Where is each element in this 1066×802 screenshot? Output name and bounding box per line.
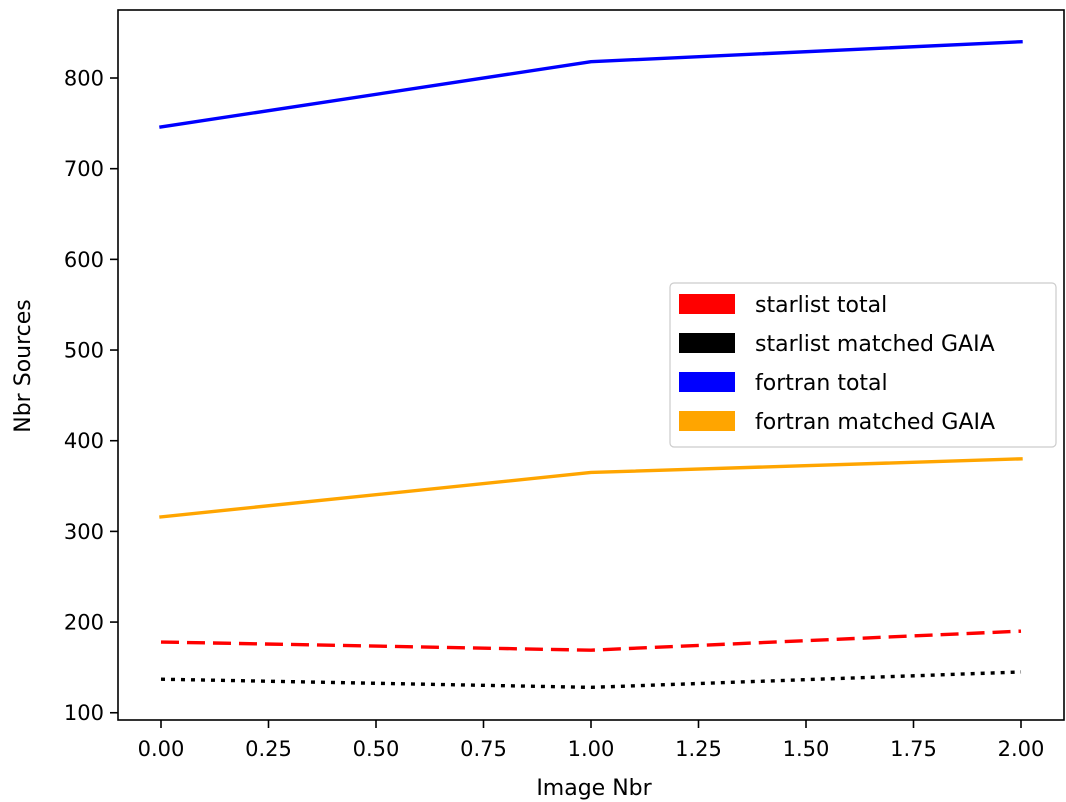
y-tick-label: 300 bbox=[64, 520, 104, 544]
x-tick-label: 1.00 bbox=[568, 737, 615, 761]
series-line-0 bbox=[160, 629, 1022, 652]
legend-frame bbox=[669, 282, 1057, 448]
x-tick-label: 0.75 bbox=[460, 737, 507, 761]
y-tick-label: 400 bbox=[64, 429, 104, 453]
legend-label-3: fortran matched GAIA bbox=[755, 410, 995, 435]
x-tick-label: 1.50 bbox=[783, 737, 830, 761]
series-line-2 bbox=[159, 39, 1023, 129]
y-tick-label: 800 bbox=[64, 67, 104, 91]
x-axis: 0.00 0.25 0.50 0.75 1.00 1.25 1.50 1.75 2.00 bbox=[138, 720, 1045, 761]
legend: starlist total starlist matched GAIA fortr… bbox=[669, 282, 1057, 448]
x-tick-label: 2.00 bbox=[998, 737, 1045, 761]
legend-swatch-3 bbox=[679, 411, 735, 431]
x-tick-label: 1.75 bbox=[890, 737, 937, 761]
legend-label-2: fortran total bbox=[755, 371, 888, 396]
x-tick-label: 0.50 bbox=[353, 737, 400, 761]
x-tick-label: 0.25 bbox=[245, 737, 292, 761]
x-tick-label: 1.25 bbox=[675, 737, 722, 761]
series-layer bbox=[159, 39, 1023, 690]
y-axis: 100 200 300 400 500 600 700 800 bbox=[64, 67, 118, 725]
legend-swatch-2 bbox=[679, 372, 735, 392]
series-line-3 bbox=[159, 457, 1023, 519]
legend-label-0: starlist total bbox=[755, 293, 887, 318]
y-tick-label: 100 bbox=[64, 701, 104, 725]
series-line-1 bbox=[160, 670, 1022, 690]
x-tick-label: 0.00 bbox=[138, 737, 185, 761]
y-tick-label: 200 bbox=[64, 611, 104, 635]
y-tick-label: 500 bbox=[64, 339, 104, 363]
x-axis-label: Image Nbr bbox=[536, 776, 652, 801]
y-tick-label: 700 bbox=[64, 157, 104, 181]
legend-label-1: starlist matched GAIA bbox=[755, 332, 995, 357]
legend-swatch-0 bbox=[679, 294, 735, 314]
y-tick-label: 600 bbox=[64, 248, 104, 272]
y-axis-label: Nbr Sources bbox=[11, 299, 36, 432]
legend-swatch-1 bbox=[679, 333, 735, 353]
